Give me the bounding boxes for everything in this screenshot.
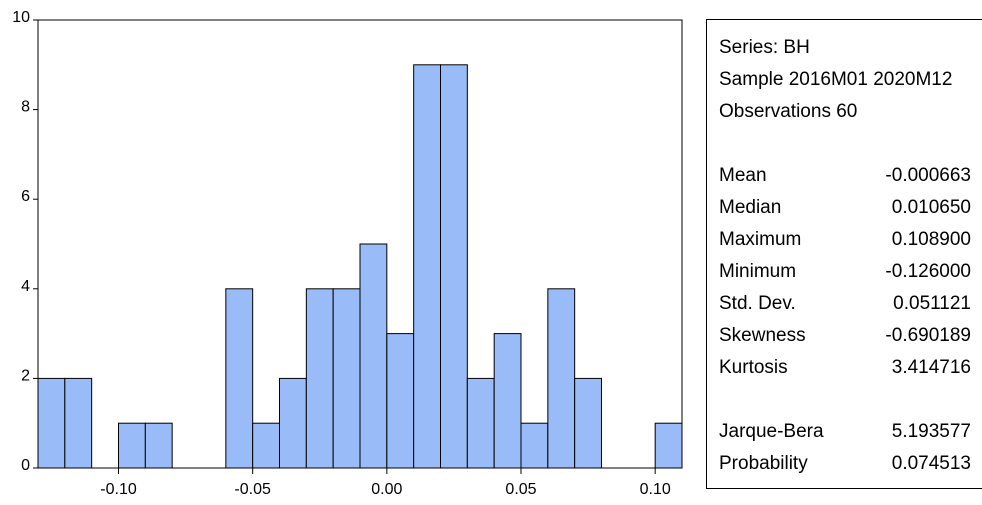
histogram-bars — [37, 64, 683, 469]
plot-frame — [37, 19, 683, 469]
x-axis: -0.10 -0.05 0.00 0.05 0.10 — [100, 468, 671, 498]
y-axis: 0 2 4 6 8 10 — [12, 9, 38, 474]
series-name: Series: BH — [719, 37, 810, 58]
stat-row: Std. Dev. 0.051121 — [719, 288, 971, 320]
x-tick-label: 0.05 — [505, 481, 536, 498]
stat-label: Kurtosis — [719, 357, 788, 378]
y-tick-label: 4 — [21, 278, 30, 295]
histogram-bar — [279, 377, 307, 469]
histogram-bar — [440, 64, 468, 469]
stat-row: Probability 0.074513 — [719, 448, 971, 480]
stat-label: Skewness — [719, 325, 806, 346]
sample-range: Sample 2016M01 2020M12 — [719, 69, 953, 90]
y-tick-label: 10 — [12, 9, 30, 26]
histogram-bar — [574, 377, 603, 469]
histogram-bar — [252, 422, 281, 469]
x-tick-label: 0.00 — [371, 481, 402, 498]
histogram-bar — [520, 422, 549, 469]
stat-row: Jarque-Bera 5.193577 — [719, 416, 971, 448]
y-tick-label: 0 — [21, 457, 30, 474]
stat-label: Jarque-Bera — [719, 421, 824, 442]
stat-label: Median — [719, 197, 782, 218]
histogram-bar — [305, 288, 334, 469]
histogram-bar — [118, 422, 146, 469]
x-tick-label: -0.05 — [234, 481, 271, 498]
histogram-bar — [386, 333, 415, 469]
stat-row: Skewness -0.690189 — [719, 320, 971, 352]
descriptive-statistics-box: Series: BH Sample 2016M01 2020M12 Observ… — [706, 19, 982, 489]
y-tick-label: 8 — [21, 99, 30, 116]
y-tick-label: 2 — [21, 367, 30, 384]
observations-count: Observations 60 — [719, 101, 858, 122]
histogram-bar — [654, 422, 683, 469]
stat-row: Mean -0.000663 — [719, 160, 971, 192]
histogram-bar — [547, 288, 576, 469]
y-tick-label: 6 — [21, 188, 30, 205]
histogram-bar — [225, 288, 254, 469]
stat-label: Minimum — [719, 261, 797, 282]
stat-value: 5.193577 — [891, 421, 971, 442]
histogram-bar — [37, 377, 66, 469]
stat-value: -0.126000 — [885, 261, 971, 282]
stat-value: -0.000663 — [885, 165, 971, 186]
histogram-bar — [493, 333, 522, 469]
stat-label: Std. Dev. — [719, 293, 796, 314]
stat-row: Kurtosis 3.414716 — [719, 352, 971, 384]
stat-row: Maximum 0.108900 — [719, 224, 971, 256]
stat-label: Mean — [719, 165, 767, 186]
histogram-bar — [64, 377, 93, 469]
stat-row: Minimum -0.126000 — [719, 256, 971, 288]
histogram-bar — [466, 377, 495, 469]
histogram-bar — [144, 422, 173, 469]
x-tick-label: 0.10 — [640, 481, 671, 498]
histogram-bar — [332, 288, 361, 469]
stat-value: 3.414716 — [891, 357, 971, 378]
stat-value: 0.051121 — [893, 293, 971, 314]
stat-label: Probability — [719, 453, 808, 474]
stat-value: -0.690189 — [885, 325, 971, 346]
stat-value: 0.010650 — [891, 197, 971, 218]
histogram-bar — [359, 243, 388, 469]
histogram-bar — [413, 64, 441, 469]
stat-label: Maximum — [719, 229, 802, 250]
stat-value: 0.108900 — [891, 229, 971, 250]
x-tick-label: -0.10 — [100, 481, 137, 498]
stat-value: 0.074513 — [891, 453, 971, 474]
stat-row: Median 0.010650 — [719, 192, 971, 224]
histogram-chart: 0 2 4 6 8 10 -0.10 -0.05 0.00 0.05 0.10 — [12, 9, 683, 498]
